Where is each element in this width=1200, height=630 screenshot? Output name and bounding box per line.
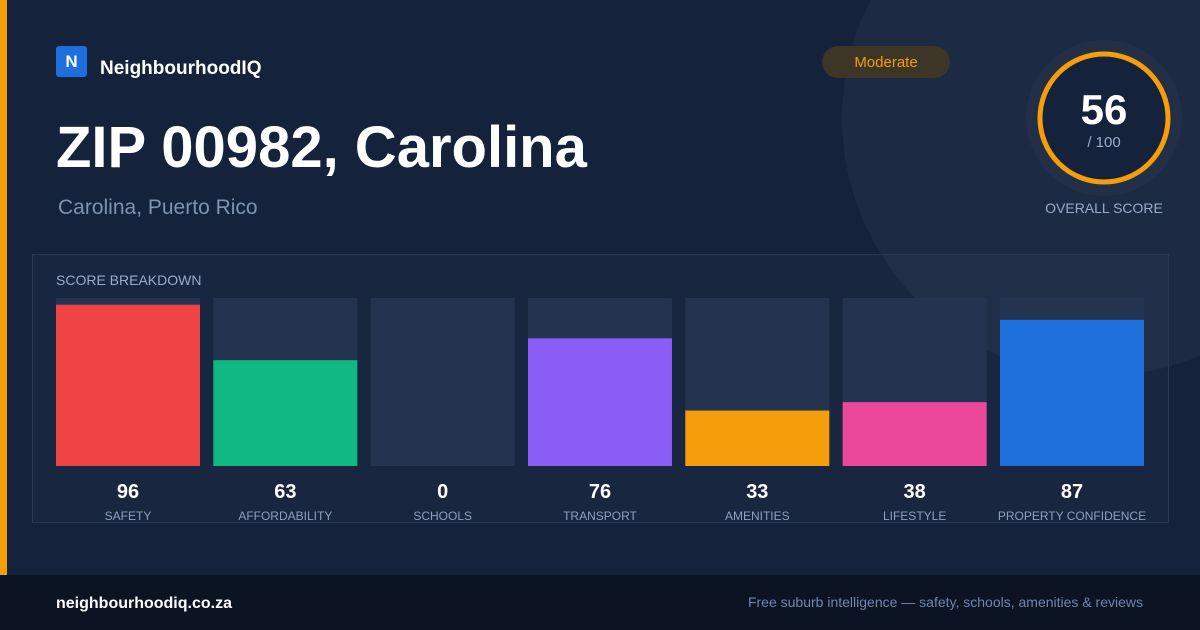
brand-name: NeighbourhoodIQ	[100, 58, 261, 79]
logo-letter: N	[65, 52, 77, 71]
score-ring	[1037, 51, 1171, 185]
bar	[685, 410, 830, 466]
badge-text: Moderate	[854, 54, 917, 71]
bar	[842, 402, 987, 466]
bar	[213, 360, 358, 466]
category-label: SCHOOLS	[413, 509, 472, 523]
title: ZIP 00982, Carolina	[56, 115, 588, 180]
category-label: AFFORDABILITY	[238, 509, 332, 523]
category-label: PROPERTY CONFIDENCE	[998, 509, 1146, 523]
bar	[56, 304, 200, 466]
value-label: 63	[274, 481, 296, 503]
breakdown-title: SCORE BREAKDOWN	[56, 272, 201, 288]
value-label: 87	[1061, 481, 1083, 503]
category-label: SAFETY	[105, 509, 152, 523]
breakdown-panel	[32, 254, 1169, 523]
bar	[999, 319, 1144, 466]
value-label: 33	[746, 481, 768, 503]
badge	[822, 46, 950, 78]
value-label: 76	[589, 481, 611, 503]
score-label: OVERALL SCORE	[1045, 200, 1163, 216]
value-label: 96	[117, 481, 139, 503]
bar-track	[370, 298, 515, 466]
footer-tagline: Free suburb intelligence — safety, schoo…	[748, 594, 1143, 610]
footer-bar	[0, 575, 1200, 630]
category-label: LIFESTYLE	[883, 509, 946, 523]
footer-site: neighbourhoodiq.co.za	[56, 595, 232, 612]
value-label: 38	[904, 481, 926, 503]
category-label: TRANSPORT	[563, 509, 637, 523]
category-label: AMENITIES	[725, 509, 790, 523]
logo	[56, 46, 87, 77]
value-label: 0	[437, 481, 448, 503]
bar	[527, 338, 672, 466]
subtitle: Carolina, Puerto Rico	[58, 196, 258, 219]
score-max: / 100	[1087, 134, 1120, 151]
accent-stripe	[0, 0, 7, 575]
score-value: 56	[1081, 86, 1128, 133]
